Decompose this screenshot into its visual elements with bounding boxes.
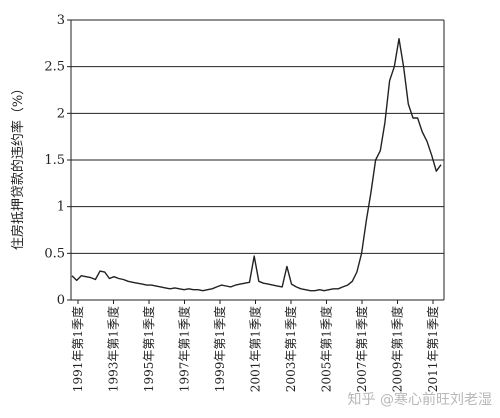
x-tick-label: 1991年第1季度 xyxy=(70,306,85,392)
y-tick-label: 2 xyxy=(57,106,65,121)
x-tick-label: 1997年第1季度 xyxy=(177,306,192,392)
y-tick-label: 2.5 xyxy=(44,60,65,75)
y-tick-label: 0.5 xyxy=(44,246,65,261)
grid-layer xyxy=(67,19,445,304)
x-tick-label: 2001年第1季度 xyxy=(248,306,263,392)
y-axis-title: 住房抵押贷款的违约率（%） xyxy=(10,82,26,250)
x-tick-label: 1999年第1季度 xyxy=(212,306,227,392)
y-tick-label: 3 xyxy=(57,13,65,28)
x-tick-label: 2009年第1季度 xyxy=(390,306,405,392)
y-tick-label: 1.5 xyxy=(44,153,65,168)
x-tick-label: 2011年第1季度 xyxy=(425,306,440,392)
y-tick-label: 1 xyxy=(57,200,65,215)
y-tick-label: 0 xyxy=(57,293,65,308)
x-tick-labels: 1991年第1季度 1993年第1季度 1995年第1季度 1997年第1季度 1999… xyxy=(70,306,440,392)
x-tick-label: 2003年第1季度 xyxy=(283,306,298,392)
y-tick-labels: 0 0.5 1 1.5 2 2.5 3 xyxy=(44,13,65,308)
watermark-text: 知乎 @寒心前旺刘老湿 xyxy=(348,391,492,408)
x-tick-label: 2007年第1季度 xyxy=(354,306,369,392)
line-layer xyxy=(71,38,442,292)
x-tick-label: 2005年第1季度 xyxy=(319,306,334,392)
x-tick-label: 1995年第1季度 xyxy=(141,306,156,392)
x-tick-label: 1993年第1季度 xyxy=(106,306,121,392)
series-line-0 xyxy=(71,38,442,292)
